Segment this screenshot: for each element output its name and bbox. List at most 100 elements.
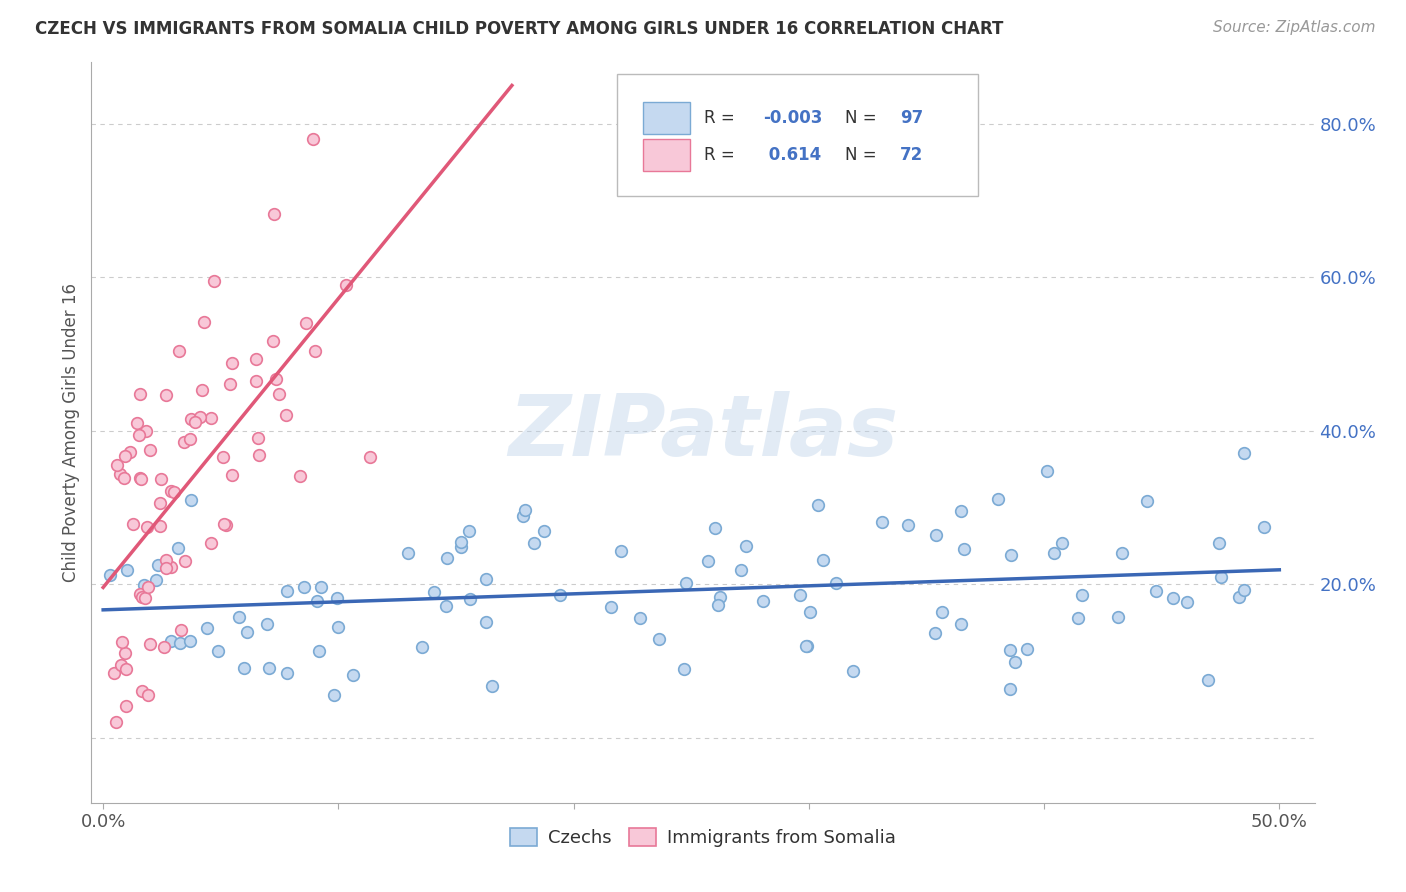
- Point: [149, 519, 172, 533]
- Point: [825, 575, 848, 590]
- Point: [322, 689, 344, 703]
- Point: [288, 469, 311, 483]
- Point: [184, 415, 207, 429]
- Point: [450, 535, 472, 549]
- Point: [789, 588, 811, 602]
- Point: [114, 699, 136, 714]
- Point: [796, 639, 818, 653]
- Point: [550, 588, 572, 602]
- Point: [276, 584, 298, 599]
- Point: [1015, 642, 1038, 657]
- Point: [799, 606, 821, 620]
- Point: [675, 576, 697, 591]
- Point: [342, 668, 364, 682]
- Point: [202, 274, 225, 288]
- Point: [98, 568, 121, 582]
- Point: [1211, 570, 1233, 584]
- Point: [1035, 464, 1057, 478]
- Point: [950, 504, 973, 518]
- Point: [228, 610, 250, 624]
- Point: [1161, 591, 1184, 606]
- Point: [953, 542, 976, 557]
- Point: [245, 374, 267, 388]
- Point: [475, 615, 498, 629]
- Point: [135, 424, 157, 438]
- FancyBboxPatch shape: [643, 139, 689, 170]
- Point: [1107, 609, 1129, 624]
- Point: [924, 626, 946, 640]
- Point: [474, 572, 496, 586]
- Point: [122, 516, 145, 531]
- Point: [179, 633, 201, 648]
- Point: [117, 563, 139, 577]
- Point: [897, 518, 920, 533]
- Point: [193, 315, 215, 329]
- Point: [146, 558, 169, 573]
- Point: [149, 472, 172, 486]
- Point: [672, 662, 695, 676]
- Point: [167, 343, 190, 358]
- Point: [1111, 545, 1133, 559]
- Point: [295, 316, 318, 330]
- Text: R =: R =: [704, 146, 740, 164]
- Point: [160, 633, 183, 648]
- Point: [326, 620, 349, 634]
- FancyBboxPatch shape: [617, 73, 979, 195]
- Point: [411, 640, 433, 655]
- Point: [179, 432, 201, 446]
- Text: 97: 97: [900, 109, 924, 127]
- Point: [647, 632, 669, 646]
- Point: [523, 536, 546, 550]
- Point: [149, 496, 172, 510]
- Point: [167, 541, 190, 556]
- Point: [359, 450, 381, 465]
- Point: [1043, 546, 1066, 560]
- Point: [842, 664, 865, 678]
- Point: [450, 540, 472, 554]
- Point: [1197, 673, 1219, 688]
- Point: [235, 624, 257, 639]
- Point: [180, 493, 202, 508]
- Point: [752, 593, 775, 607]
- Point: [709, 591, 731, 605]
- Point: [246, 431, 269, 445]
- Point: [276, 665, 298, 680]
- Point: [256, 616, 278, 631]
- Point: [221, 468, 243, 483]
- Point: [155, 561, 177, 575]
- Point: [188, 410, 211, 425]
- Point: [191, 383, 214, 397]
- Point: [129, 386, 152, 401]
- Point: [264, 372, 287, 386]
- Point: [200, 411, 222, 425]
- Point: [120, 445, 142, 459]
- Text: 0.614: 0.614: [763, 146, 821, 164]
- Point: [105, 458, 128, 472]
- Point: [136, 580, 159, 594]
- Point: [309, 580, 332, 594]
- Point: [173, 434, 195, 449]
- Point: [262, 334, 284, 348]
- Point: [128, 471, 150, 485]
- Point: [1232, 583, 1254, 598]
- Point: [326, 591, 349, 606]
- Point: [211, 450, 233, 464]
- Point: [1052, 536, 1074, 550]
- Point: [245, 351, 267, 366]
- Point: [274, 408, 297, 422]
- Point: [169, 635, 191, 649]
- Point: [304, 344, 326, 359]
- Point: [513, 503, 536, 517]
- Point: [114, 646, 136, 660]
- Point: [1071, 588, 1094, 602]
- Point: [195, 621, 218, 635]
- Text: ZIPatlas: ZIPatlas: [508, 391, 898, 475]
- Point: [174, 554, 197, 568]
- Point: [145, 573, 167, 587]
- Point: [163, 484, 186, 499]
- Point: [112, 471, 135, 485]
- Point: [305, 594, 328, 608]
- Point: [703, 521, 725, 535]
- Point: [134, 591, 156, 605]
- Point: [610, 544, 633, 558]
